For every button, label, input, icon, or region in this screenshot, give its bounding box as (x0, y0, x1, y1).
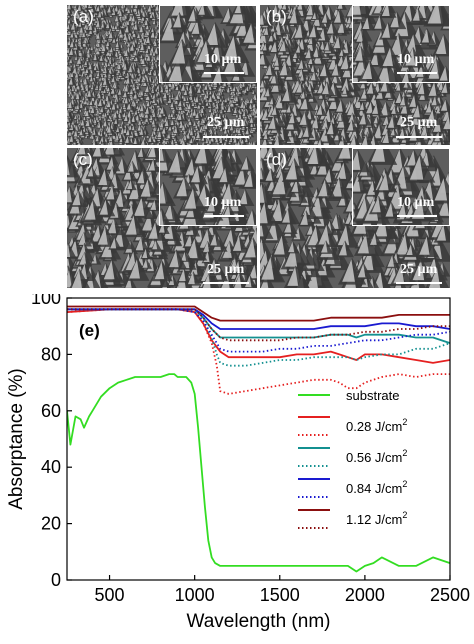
x-tick-label: 500 (95, 585, 125, 605)
inset-scale-label: 10 µm (204, 52, 241, 68)
inset-texture (160, 6, 256, 82)
inset-texture (353, 149, 449, 225)
main-scale-bar (203, 282, 249, 284)
y-axis-ticks: 0 20 40 60 80 100 (31, 294, 72, 590)
main-scale-label: 25 µm (400, 262, 437, 278)
main-scale-bar (396, 282, 442, 284)
x-tick-label: 1000 (175, 585, 215, 605)
inset-a: 10 µm (159, 5, 257, 83)
sem-panel-c: 10 µm (c) 25 µm (67, 148, 257, 288)
y-tick-label: 100 (31, 294, 61, 308)
main-scale-bar (203, 136, 249, 138)
inset-scale-label: 10 µm (204, 195, 241, 211)
sem-panel-b: 10 µm (b) 25 µm (260, 5, 450, 145)
y-tick-label: 40 (41, 457, 61, 477)
panel-label-b: (b) (266, 7, 287, 27)
panel-label-c: (c) (73, 150, 93, 170)
series-line-8 (67, 308, 450, 342)
series-line-2 (67, 308, 450, 395)
inset-scale-label: 10 µm (397, 52, 434, 68)
x-axis-label: Wavelength (nm) (187, 611, 331, 632)
legend-label: 0.56 J/cm2 (346, 448, 407, 465)
series-line-5 (67, 308, 450, 330)
inset-d: 10 µm (352, 148, 450, 226)
panel-label-a: (a) (73, 7, 94, 27)
absorptance-chart: 500 1000 1500 2000 2500 0 20 40 60 80 100 Wavelen… (6, 294, 470, 632)
plot-frame (66, 297, 451, 581)
panel-label-d: (d) (266, 150, 287, 170)
inset-texture (353, 6, 449, 82)
legend-label: substrate (346, 388, 399, 403)
legend-label: 0.28 J/cm2 (346, 417, 407, 434)
x-tick-label: 2500 (430, 585, 470, 605)
inset-scale-bar (397, 215, 437, 217)
y-axis-label: Absorptance (%) (6, 368, 27, 510)
main-scale-label: 25 µm (207, 115, 244, 131)
inset-texture (160, 149, 256, 225)
x-tick-label: 1500 (260, 585, 300, 605)
main-scale-label: 25 µm (400, 115, 437, 131)
series-line-6 (67, 308, 450, 353)
inset-c: 10 µm (159, 148, 257, 226)
legend-label: 0.84 J/cm2 (346, 479, 407, 496)
sem-panel-a: 10 µm (a) 25 µm (67, 5, 257, 145)
y-tick-label: 20 (41, 514, 61, 534)
y-tick-label: 0 (51, 570, 61, 590)
sem-panel-d: 10 µm (d) 25 µm (260, 148, 450, 288)
series-lines (67, 305, 450, 573)
y-tick-label: 60 (41, 401, 61, 421)
panel-label-e: (e) (79, 321, 100, 340)
x-axis-ticks: 500 1000 1500 2000 2500 (95, 575, 470, 605)
legend: substrate 0.28 J/cm2 0.56 J/cm2 0.84 J/cm2 1… (298, 388, 407, 529)
inset-scale-bar (204, 215, 244, 217)
main-scale-bar (396, 136, 442, 138)
series-line-3 (67, 308, 450, 344)
inset-scale-bar (204, 72, 244, 74)
series-line-7 (67, 305, 450, 322)
series-line-0 (67, 373, 450, 573)
y-tick-label: 80 (41, 344, 61, 364)
inset-scale-bar (397, 72, 437, 74)
inset-scale-label: 10 µm (397, 195, 434, 211)
x-tick-label: 2000 (345, 585, 385, 605)
main-scale-label: 25 µm (207, 262, 244, 278)
legend-label: 1.12 J/cm2 (346, 510, 407, 527)
inset-b: 10 µm (352, 5, 450, 83)
